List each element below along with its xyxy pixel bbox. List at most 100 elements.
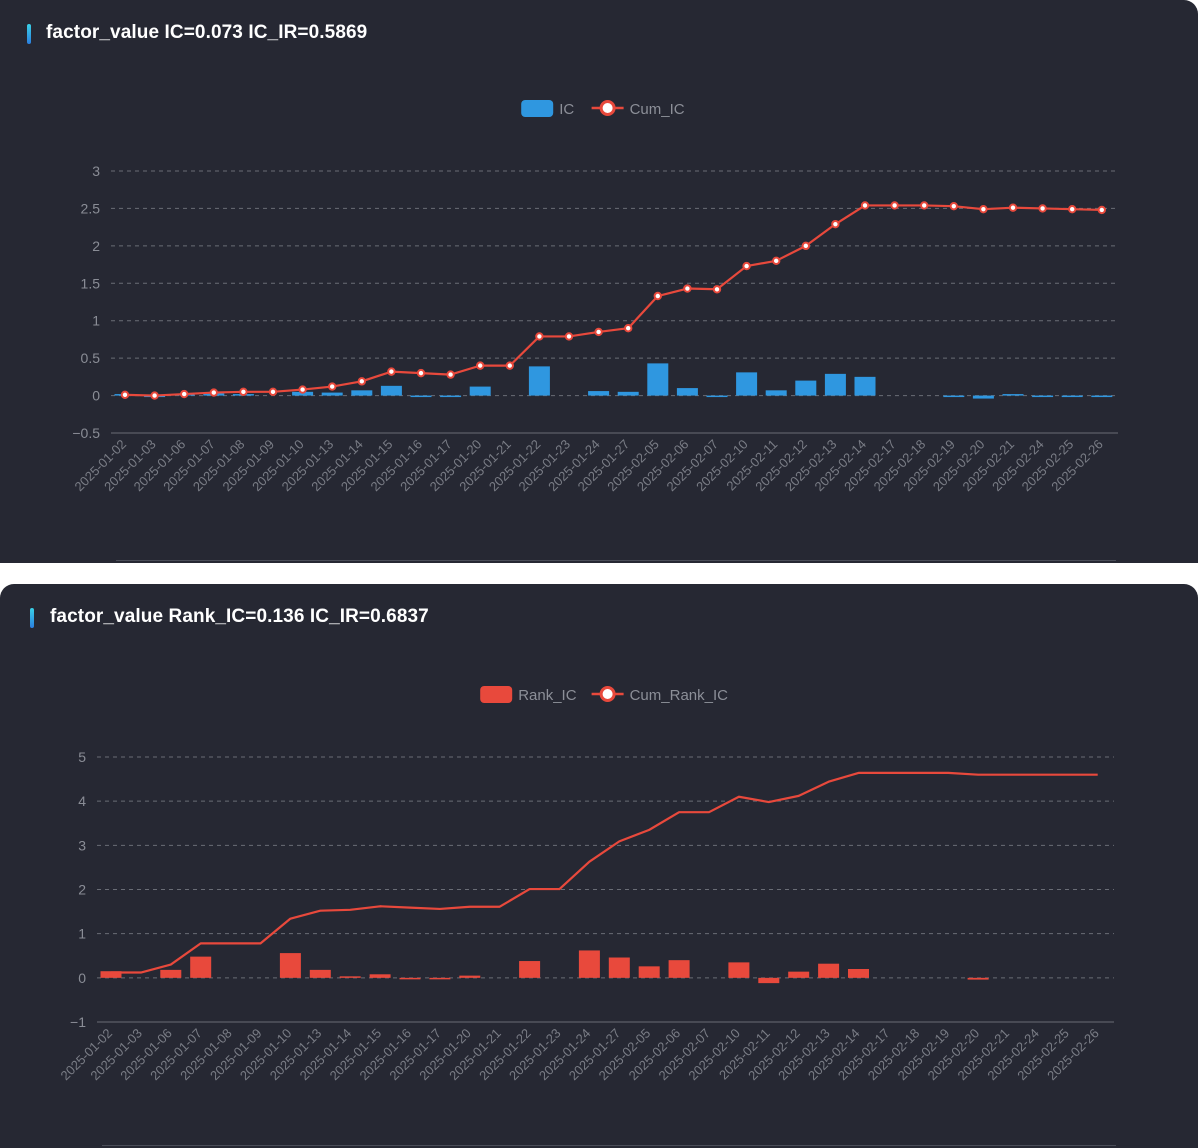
y-tick-label: 2.5: [81, 200, 101, 216]
point-cum-ic[interactable]: [772, 256, 781, 266]
title-accent-bar: [30, 608, 34, 628]
point-cum-ic[interactable]: [416, 368, 426, 378]
point-cum-ic[interactable]: [949, 201, 958, 211]
point-cum-ic[interactable]: [298, 385, 307, 394]
bar-ic[interactable]: [469, 386, 491, 396]
bar-rank-ic[interactable]: [578, 950, 600, 978]
bar-rank-ic[interactable]: [190, 956, 212, 978]
point-cum-ic[interactable]: [328, 382, 337, 391]
point-cum-ic[interactable]: [209, 388, 219, 397]
bar-rank-ic[interactable]: [758, 977, 780, 984]
bar-rank-ic[interactable]: [788, 971, 810, 978]
bar-rank-ic[interactable]: [818, 963, 840, 978]
bar-rank-ic[interactable]: [399, 977, 421, 980]
y-tick-label: −0.5: [72, 425, 100, 441]
bar-ic[interactable]: [943, 395, 965, 398]
bar-ic[interactable]: [1002, 394, 1024, 396]
bar-ic[interactable]: [410, 395, 432, 398]
point-cum-ic[interactable]: [239, 387, 248, 397]
ic-chart-panel: factor_value IC=0.073 IC_IR=0.5869 −0.5 0…: [0, 0, 1198, 563]
point-cum-ic[interactable]: [268, 387, 278, 397]
point-cum-ic[interactable]: [446, 370, 455, 379]
y-tick-label: 2: [92, 238, 100, 254]
bar-ic[interactable]: [765, 390, 787, 396]
bar-ic[interactable]: [1061, 395, 1083, 398]
bar-rank-ic[interactable]: [279, 953, 301, 978]
y-tick-label: 1: [78, 926, 86, 942]
point-cum-ic[interactable]: [387, 367, 396, 376]
point-cum-ic[interactable]: [920, 201, 929, 210]
bar-rank-ic[interactable]: [100, 971, 122, 978]
point-cum-ic[interactable]: [683, 284, 692, 293]
bar-ic[interactable]: [617, 391, 639, 396]
point-cum-ic[interactable]: [476, 361, 485, 370]
bar-ic[interactable]: [440, 395, 462, 398]
point-cum-ic[interactable]: [742, 261, 751, 271]
line-cum-rank-ic: [111, 771, 1098, 974]
y-tick-label: 4: [78, 793, 86, 809]
point-cum-ic[interactable]: [890, 201, 899, 210]
bar-rank-ic[interactable]: [339, 976, 361, 978]
point-cum-ic[interactable]: [594, 327, 603, 337]
point-cum-ic[interactable]: [150, 391, 159, 400]
legend-item-cum-rank-ic[interactable]: Cum_Rank_IC: [591, 686, 729, 704]
legend-item-cum-ic[interactable]: Cum_IC: [591, 100, 685, 118]
bar-rank-ic[interactable]: [608, 957, 630, 978]
bar-rank-ic[interactable]: [309, 969, 331, 978]
bar-rank-ic[interactable]: [728, 962, 750, 978]
point-cum-ic[interactable]: [1008, 203, 1018, 212]
bar-rank-ic[interactable]: [967, 977, 989, 980]
bar-rank-ic[interactable]: [459, 975, 481, 978]
bar-rank-ic[interactable]: [160, 969, 182, 978]
point-cum-ic[interactable]: [712, 285, 722, 294]
point-cum-ic[interactable]: [624, 324, 633, 333]
y-tick-label: 3: [78, 837, 86, 853]
point-cum-ic[interactable]: [860, 201, 870, 210]
point-cum-ic[interactable]: [1097, 205, 1107, 215]
bar-ic[interactable]: [647, 363, 669, 396]
point-cum-ic[interactable]: [120, 390, 130, 400]
bar-ic[interactable]: [972, 395, 994, 399]
point-cum-ic[interactable]: [653, 291, 662, 301]
point-cum-ic[interactable]: [357, 377, 366, 386]
point-cum-ic[interactable]: [505, 361, 514, 370]
bar-ic[interactable]: [380, 385, 402, 396]
legend-label: IC: [559, 101, 574, 118]
bar-rank-ic[interactable]: [369, 974, 391, 978]
bar-ic[interactable]: [706, 395, 728, 398]
y-tick-label: 3: [92, 163, 100, 179]
point-cum-ic[interactable]: [1038, 204, 1047, 213]
point-cum-ic[interactable]: [1068, 204, 1077, 214]
y-tick-label: 1.5: [81, 275, 101, 291]
bar-ic[interactable]: [854, 376, 876, 396]
bar-rank-ic[interactable]: [848, 969, 869, 978]
bar-ic[interactable]: [528, 366, 550, 396]
bar-rank-ic[interactable]: [638, 966, 660, 978]
bar-ic[interactable]: [588, 391, 610, 396]
bar-rank-ic[interactable]: [429, 977, 451, 980]
bar-ic[interactable]: [321, 392, 343, 396]
bar-ic[interactable]: [824, 373, 846, 396]
bar-ic[interactable]: [1091, 395, 1113, 398]
legend-label: Cum_IC: [630, 101, 685, 118]
point-cum-ic[interactable]: [180, 389, 189, 399]
bar-ic[interactable]: [351, 390, 373, 396]
bar-rank-ic[interactable]: [668, 960, 690, 978]
y-tick-label: 0: [78, 970, 86, 986]
point-cum-ic[interactable]: [831, 219, 840, 229]
bar-ic[interactable]: [676, 388, 698, 396]
y-tick-label: 0: [92, 388, 100, 404]
bar-ic[interactable]: [795, 380, 817, 396]
bar-ic[interactable]: [736, 372, 758, 396]
legend-swatch: [480, 686, 513, 703]
line-cum-ic: [124, 204, 1102, 397]
point-cum-ic[interactable]: [564, 332, 574, 341]
bar-rank-ic[interactable]: [519, 961, 541, 978]
bar-ic[interactable]: [1032, 395, 1054, 398]
legend-item-ic[interactable]: IC: [521, 100, 574, 118]
point-cum-ic[interactable]: [979, 204, 988, 214]
point-cum-ic[interactable]: [801, 241, 810, 251]
point-cum-ic[interactable]: [535, 332, 544, 341]
legend-marker: [599, 686, 616, 702]
legend-item-rank-ic[interactable]: Rank_IC: [480, 686, 577, 704]
